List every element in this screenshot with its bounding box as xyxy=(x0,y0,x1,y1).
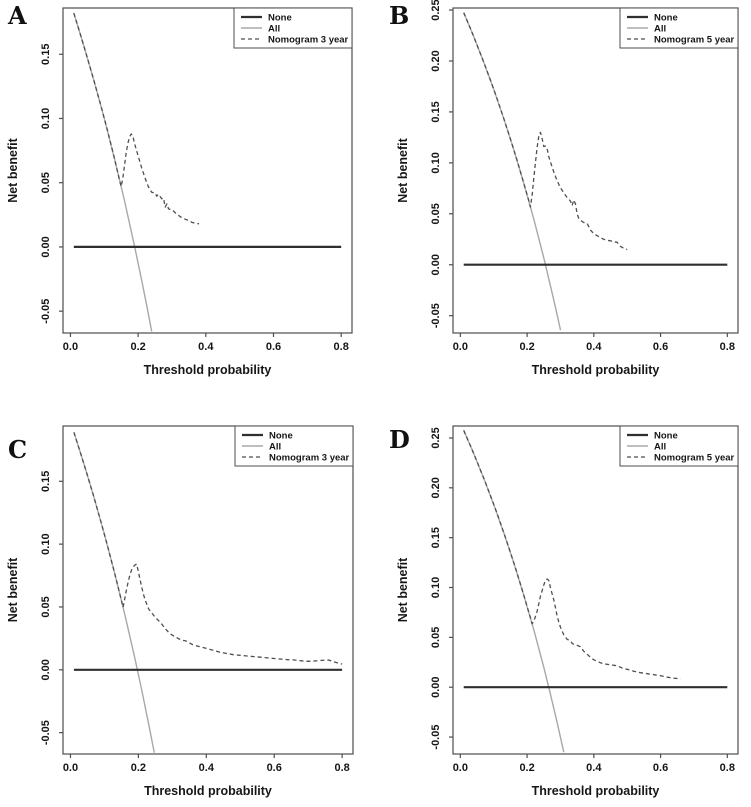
y-axis-title-b: Net benefit xyxy=(396,137,410,202)
x-tick-label-d: 0.0 xyxy=(453,762,468,774)
series-c-all xyxy=(73,432,155,753)
panel-a-plot: 0.0 0.2 0.4 0.6 0.8 -0.05 0.00 0.05 0.10 0.15 Thre… xyxy=(6,7,353,377)
y-tick-label-b: 0.10 xyxy=(430,152,442,173)
x-axis-title-b: Threshold probability xyxy=(532,363,660,377)
y-tick-label-b: -0.05 xyxy=(430,303,442,328)
panel-b-letter: B xyxy=(389,1,410,30)
series-d-all xyxy=(463,430,565,753)
legend-label-a-none: None xyxy=(268,13,292,24)
y-tick-label-d: 0.10 xyxy=(430,577,442,598)
panel-b-plot: 0.0 0.2 0.4 0.6 0.8 -0.05 0.00 0.05 0.10 0.15 0.20… xyxy=(396,0,739,377)
x-axis-title-d: Threshold probability xyxy=(532,784,660,798)
y-tick-label-d: 0.25 xyxy=(430,427,442,448)
legend-label-a-all: All xyxy=(268,24,280,35)
y-tick-label-a: 0.00 xyxy=(40,236,52,257)
y-axis-title-d: Net benefit xyxy=(396,557,410,622)
y-tick-label-d: 0.20 xyxy=(430,477,442,498)
panel-d-plot: 0.0 0.2 0.4 0.6 0.8 -0.05 0.00 0.05 0.10 0.15 0.20… xyxy=(396,425,739,798)
series-c-nomogram-3-year xyxy=(73,432,343,665)
series-b-nomogram-5-year xyxy=(463,12,628,251)
legend-label-b-all: All xyxy=(654,24,666,35)
legend-label-c-nomogram-3-year: Nomogram 3 year xyxy=(269,453,350,464)
y-tick-label-b: 0.15 xyxy=(430,101,442,122)
x-tick-label-b: 0.6 xyxy=(653,341,668,353)
y-tick-label-b: 0.25 xyxy=(430,0,442,21)
y-tick-label-d: 0.05 xyxy=(430,627,442,648)
panel-d: D 0.0 0.2 0.4 0.6 0.8 -0.05 0.00 0.05 0.10 0.15 0.… xyxy=(375,402,751,807)
panel-c-letter: C xyxy=(8,435,28,464)
series-a-all xyxy=(73,12,153,332)
x-tick-label-b: 0.0 xyxy=(453,341,468,353)
series-b-all xyxy=(463,12,562,331)
x-axis-title-c: Threshold probability xyxy=(144,784,272,798)
panel-a-letter: A xyxy=(8,1,27,30)
panel-b: B 0.0 0.2 0.4 0.6 0.8 -0.05 0.00 0.05 0.10 0.15 0.… xyxy=(375,0,751,402)
x-tick-label-a: 0.4 xyxy=(198,341,214,353)
y-tick-label-a: 0.15 xyxy=(40,44,52,65)
y-tick-label-d: 0.00 xyxy=(430,676,442,697)
y-tick-label-c: 0.10 xyxy=(40,533,52,554)
x-tick-label-c: 0.2 xyxy=(131,762,146,774)
y-tick-label-c: -0.05 xyxy=(40,720,52,745)
x-tick-label-a: 0.8 xyxy=(334,341,349,353)
legend-label-d-none: None xyxy=(654,431,678,442)
x-tick-label-a: 0.2 xyxy=(130,341,145,353)
x-tick-label-c: 0.8 xyxy=(334,762,349,774)
y-tick-label-d: 0.15 xyxy=(430,527,442,548)
panel-c-plot: 0.0 0.2 0.4 0.6 0.8 -0.05 0.00 0.05 0.10 0.15 Thre… xyxy=(6,425,354,798)
plot-frame-c xyxy=(62,425,354,755)
legend-label-a-nomogram-3-year: Nomogram 3 year xyxy=(268,35,349,46)
y-tick-label-a: 0.10 xyxy=(40,108,52,129)
legend-label-b-nomogram-5-year: Nomogram 5 year xyxy=(654,35,735,46)
panel-a: A 0.0 0.2 0.4 0.6 0.8 -0.05 0.00 0.05 0.10 0.15 Th… xyxy=(0,0,375,402)
series-d-nomogram-5-year xyxy=(463,430,681,680)
y-tick-label-b: 0.05 xyxy=(430,203,442,224)
plot-frame-b xyxy=(452,7,739,334)
legend-label-b-none: None xyxy=(654,13,678,24)
legend-label-d-nomogram-5-year: Nomogram 5 year xyxy=(654,453,735,464)
y-tick-label-a: -0.05 xyxy=(40,299,52,324)
x-tick-label-d: 0.2 xyxy=(519,762,534,774)
y-axis-title-c: Net benefit xyxy=(6,557,20,622)
x-tick-label-c: 0.6 xyxy=(267,762,282,774)
y-tick-label-d: -0.05 xyxy=(430,725,442,750)
legend-label-d-all: All xyxy=(654,442,666,453)
panel-d-letter: D xyxy=(389,425,410,454)
series-a-nomogram-3-year xyxy=(73,12,200,225)
x-tick-label-c: 0.0 xyxy=(63,762,78,774)
y-tick-label-b: 0.00 xyxy=(430,254,442,275)
plot-frame-a xyxy=(62,7,353,334)
panel-c: C 0.0 0.2 0.4 0.6 0.8 -0.05 0.00 0.05 0.10 0.15 Th… xyxy=(0,402,375,807)
legend-label-c-all: All xyxy=(269,442,281,453)
x-tick-label-d: 0.4 xyxy=(586,762,602,774)
x-tick-label-c: 0.4 xyxy=(199,762,215,774)
y-tick-label-a: 0.05 xyxy=(40,172,52,193)
y-tick-label-c: 0.05 xyxy=(40,596,52,617)
x-tick-label-b: 0.8 xyxy=(720,341,735,353)
legend-label-c-none: None xyxy=(269,431,293,442)
x-tick-label-b: 0.2 xyxy=(519,341,534,353)
x-tick-label-d: 0.8 xyxy=(720,762,735,774)
y-tick-label-c: 0.00 xyxy=(40,659,52,680)
x-tick-label-a: 0.0 xyxy=(63,341,78,353)
plot-frame-d xyxy=(452,425,739,755)
y-tick-label-b: 0.20 xyxy=(430,50,442,71)
x-tick-label-b: 0.4 xyxy=(586,341,602,353)
x-tick-label-d: 0.6 xyxy=(653,762,668,774)
y-axis-title-a: Net benefit xyxy=(6,137,20,202)
x-tick-label-a: 0.6 xyxy=(266,341,281,353)
x-axis-title-a: Threshold probability xyxy=(144,363,272,377)
y-tick-label-c: 0.15 xyxy=(40,471,52,492)
